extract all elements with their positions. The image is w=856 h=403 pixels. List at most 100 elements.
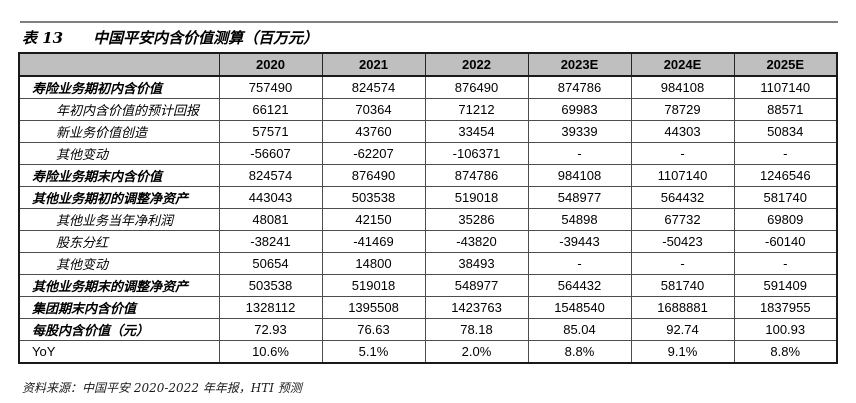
value-cell: 581740 — [630, 274, 735, 297]
value-cell: 57571 — [218, 120, 323, 143]
value-cell: 78.18 — [424, 318, 529, 341]
value-cell: 1107140 — [733, 75, 838, 99]
row-label: 股东分红 — [18, 230, 220, 253]
value-cell: 100.93 — [733, 318, 838, 341]
value-cell: 757490 — [218, 75, 323, 99]
value-cell: 1423763 — [424, 296, 529, 319]
value-cell: 67732 — [630, 208, 735, 231]
value-cell: 78729 — [630, 98, 735, 121]
value-cell: 519018 — [321, 274, 426, 297]
value-cell: -39443 — [527, 230, 632, 253]
row-label: 集团期末内含价值 — [18, 296, 220, 319]
value-cell: 503538 — [321, 186, 426, 209]
value-cell: 1837955 — [733, 296, 838, 319]
row-label: YoY — [18, 340, 220, 364]
value-cell: 35286 — [424, 208, 529, 231]
value-cell: 564432 — [630, 186, 735, 209]
value-cell: -56607 — [218, 142, 323, 165]
header-cell-year: 2021 — [321, 52, 426, 77]
table-row: 寿险业务期末内含价值 824574 876490 874786 984108 110714… — [18, 164, 838, 187]
row-label: 每股内含价值（元） — [18, 318, 220, 341]
table-caption: 表 13 中国平安内含价值测算（百万元） — [22, 27, 318, 48]
value-cell: -38241 — [218, 230, 323, 253]
value-cell: 591409 — [733, 274, 838, 297]
value-cell: 14800 — [321, 252, 426, 275]
value-cell: 42150 — [321, 208, 426, 231]
row-label: 新业务价值创造 — [18, 120, 220, 143]
value-cell: 876490 — [424, 75, 529, 99]
value-cell: 33454 — [424, 120, 529, 143]
row-label: 寿险业务期末内含价值 — [18, 164, 220, 187]
row-label: 寿险业务期初内含价值 — [18, 75, 220, 99]
header-cell-year: 2023E — [527, 52, 632, 77]
value-cell: 8.8% — [527, 340, 632, 364]
table-row: 集团期末内含价值 1328112 1395508 1423763 1548540 1688… — [18, 296, 838, 319]
value-cell: 1328112 — [218, 296, 323, 319]
value-cell: -62207 — [321, 142, 426, 165]
value-cell: 548977 — [424, 274, 529, 297]
row-label: 年初内含价值的预计回报 — [18, 98, 220, 121]
value-cell: 85.04 — [527, 318, 632, 341]
source-note: 资料来源：中国平安 2020-2022 年年报，HTI 预测 — [22, 381, 302, 395]
value-cell: 88571 — [733, 98, 838, 121]
value-cell: 66121 — [218, 98, 323, 121]
value-cell: 9.1% — [630, 340, 735, 364]
table-row: 年初内含价值的预计回报 66121 70364 71212 69983 78729 8857… — [18, 98, 838, 121]
value-cell: 1548540 — [527, 296, 632, 319]
table-row: 寿险业务期初内含价值 757490 824574 876490 874786 984108… — [18, 75, 838, 99]
value-cell: 69983 — [527, 98, 632, 121]
value-cell: - — [733, 252, 838, 275]
value-cell: - — [527, 252, 632, 275]
value-cell: 564432 — [527, 274, 632, 297]
table-title: 中国平安内含价值测算（百万元） — [93, 29, 319, 47]
value-cell: 874786 — [424, 164, 529, 187]
table-body: 寿险业务期初内含价值 757490 824574 876490 874786 984108… — [18, 75, 838, 364]
table-row: 其他业务期末的调整净资产 503538 519018 548977 564432 5817… — [18, 274, 838, 297]
value-cell: -43820 — [424, 230, 529, 253]
value-cell: 519018 — [424, 186, 529, 209]
value-cell: 984108 — [630, 75, 735, 99]
value-cell: 2.0% — [424, 340, 529, 364]
header-cell-year: 2024E — [630, 52, 735, 77]
value-cell: 38493 — [424, 252, 529, 275]
table-row: 其他业务当年净利润 48081 42150 35286 54898 67732 69809 — [18, 208, 838, 231]
value-cell: 5.1% — [321, 340, 426, 364]
value-cell: 50834 — [733, 120, 838, 143]
top-divider — [20, 21, 838, 23]
row-label: 其他业务当年净利润 — [18, 208, 220, 231]
value-cell: 43760 — [321, 120, 426, 143]
value-cell: -60140 — [733, 230, 838, 253]
header-cell-year: 2025E — [733, 52, 838, 77]
table-row: 其他变动 50654 14800 38493- - - — [18, 252, 838, 275]
value-cell: 824574 — [218, 164, 323, 187]
value-cell: 54898 — [527, 208, 632, 231]
table-row: 新业务价值创造 57571 43760 33454 39339 44303 50834 — [18, 120, 838, 143]
value-cell: - — [630, 252, 735, 275]
header-cell-label — [18, 52, 220, 77]
value-cell: 503538 — [218, 274, 323, 297]
value-cell: 548977 — [527, 186, 632, 209]
header-cell-year: 2020 — [218, 52, 323, 77]
value-cell: -106371 — [424, 142, 529, 165]
value-cell: 874786 — [527, 75, 632, 99]
value-cell: 10.6% — [218, 340, 323, 364]
row-label: 其他业务期初的调整净资产 — [18, 186, 220, 209]
value-cell: - — [630, 142, 735, 165]
value-cell: 876490 — [321, 164, 426, 187]
value-cell: 1688881 — [630, 296, 735, 319]
value-cell: 984108 — [527, 164, 632, 187]
value-cell: -50423 — [630, 230, 735, 253]
table-number: 表 13 — [22, 29, 64, 47]
value-cell: 39339 — [527, 120, 632, 143]
value-cell: 1246546 — [733, 164, 838, 187]
table-row: 其他变动 -56607 -62207 -106371- - - — [18, 142, 838, 165]
value-cell: 92.74 — [630, 318, 735, 341]
value-cell: 69809 — [733, 208, 838, 231]
value-cell: - — [527, 142, 632, 165]
table-row: YoY 10.6% 5.1% 2.0% 8.8% 9.1% 8.8% — [18, 340, 838, 364]
header-cell-year: 2022 — [424, 52, 529, 77]
value-cell: 44303 — [630, 120, 735, 143]
value-cell: 48081 — [218, 208, 323, 231]
embedded-value-table: 2020 2021 2022 2023E 2024E 2025E 寿险业务期初内含价值 75… — [18, 52, 838, 364]
